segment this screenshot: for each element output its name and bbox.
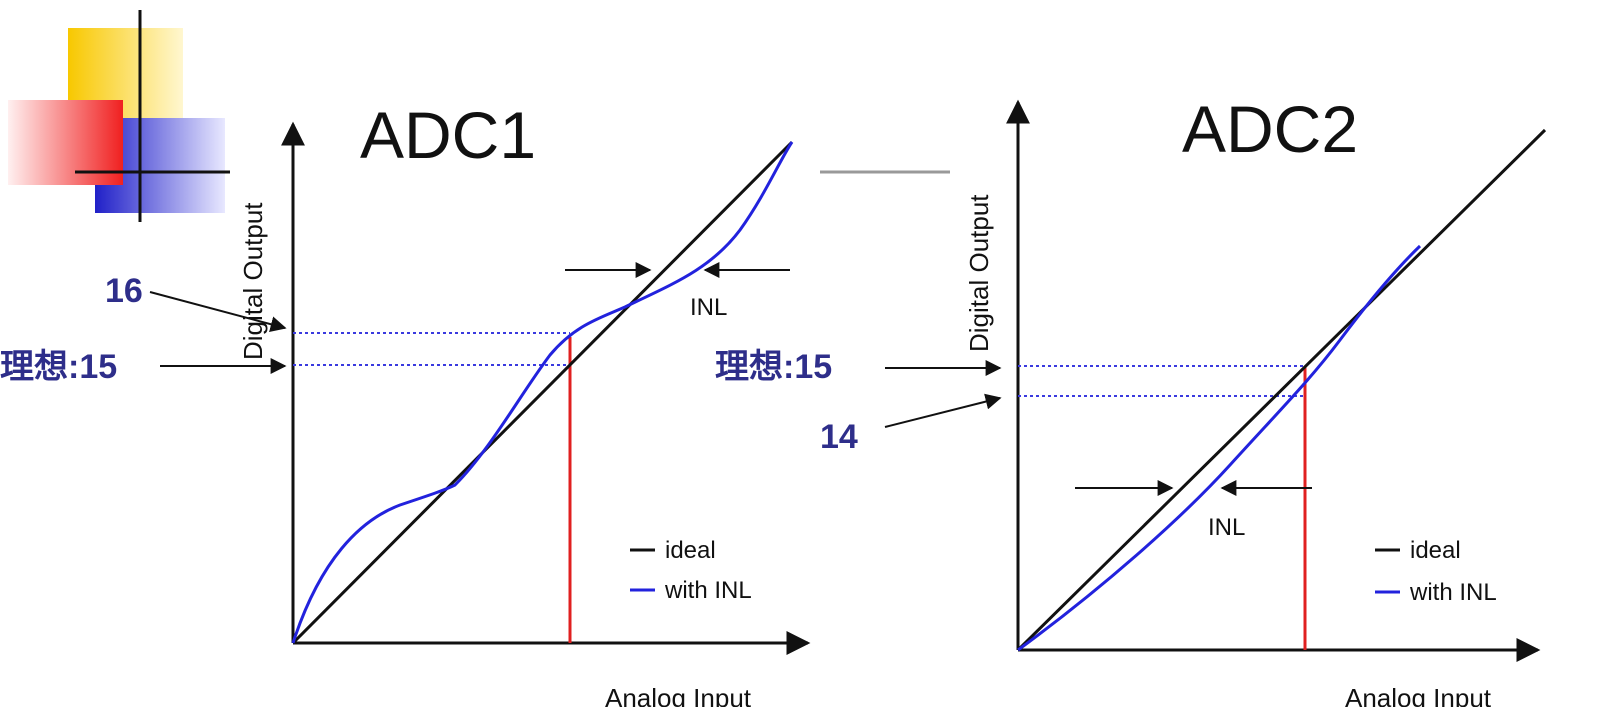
legend-label: with INL — [664, 577, 752, 604]
annotation: 理想:15 — [715, 348, 832, 386]
y-axis-label: Digital Output — [964, 194, 994, 352]
panel-title: ADC1 — [360, 98, 536, 172]
panel-adc1: INL ADC1 Digital Output Analog Input ide… — [0, 98, 811, 707]
inl-label: INL — [1208, 514, 1245, 541]
annotation-arrow — [884, 393, 1002, 428]
panel-title: ADC2 — [1182, 92, 1358, 166]
annotation: 理想:15 — [0, 348, 117, 386]
legend-label: with INL — [1409, 579, 1497, 606]
x-axis-label: Analog Input — [1345, 683, 1492, 707]
x-axis-label: Analog Input — [605, 683, 752, 707]
y-axis-label: Digital Output — [238, 202, 268, 360]
ideal-line — [291, 140, 794, 645]
legend-label: ideal — [665, 537, 716, 564]
ideal-line — [1016, 128, 1547, 652]
annotation: 16 — [105, 272, 143, 310]
inl-curve — [1017, 244, 1422, 652]
annotation: 14 — [820, 418, 858, 456]
inl-curve — [291, 141, 794, 644]
annotation-arrow — [149, 291, 287, 333]
inl-label: INL — [690, 294, 727, 321]
panel-adc2: INL ADC2 Digital Output Analog Input ide… — [715, 92, 1547, 707]
legend-label: ideal — [1410, 537, 1461, 564]
logo — [8, 10, 230, 222]
